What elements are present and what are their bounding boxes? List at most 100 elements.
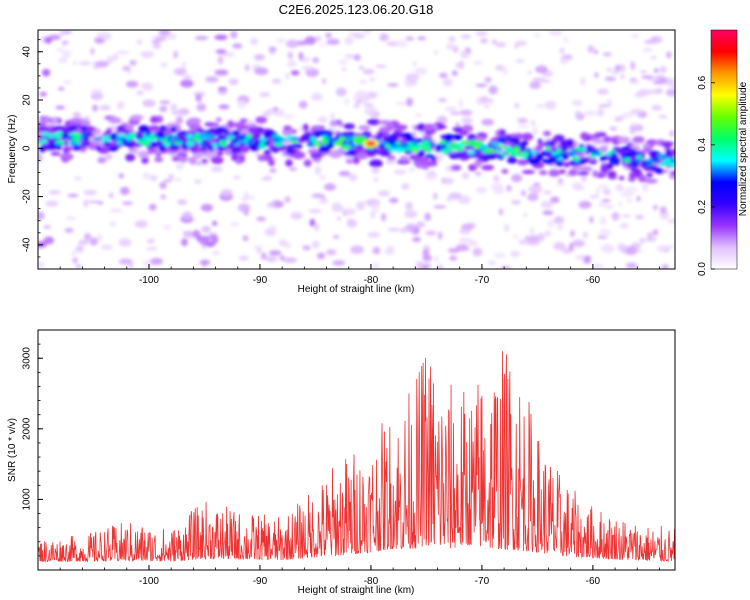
heatmap-cell [639,70,648,74]
heatmap-cell [506,185,512,192]
heatmap-cell [456,143,464,148]
heatmap-cell [264,142,270,147]
heatmap-cell [387,227,401,232]
heatmap-cell [95,145,102,151]
heatmap-cell [250,129,256,137]
heatmap-cell [43,236,55,245]
heatmap-x-axis: -100 -90 -80 -70 -60 [37,264,660,286]
heatmap-cell [173,141,183,145]
heatmap-cell [263,149,272,155]
heatmap-cell [273,107,279,112]
heatmap-cell [290,70,300,76]
heatmap-cell [62,49,72,59]
heatmap-cell [494,149,501,153]
heatmap-cell [498,155,504,160]
heatmap-cell [371,204,380,213]
heatmap-cell [415,144,423,149]
heatmap-cell [348,174,358,182]
heatmap-cell [501,168,509,174]
heatmap-cell [269,51,276,55]
heatmap-cell [160,194,167,200]
heatmap-cell [511,200,521,205]
heatmap-cell [449,255,458,261]
heatmap-cell [620,74,625,79]
colorbar-ticks: 0.0 0.2 0.4 0.6 [697,75,715,276]
colorbar-tick-label: 0.6 [697,75,708,89]
heatmap-cell [488,85,498,95]
heatmap-cell [353,54,361,61]
heatmap-cell [238,255,249,261]
heatmap-cell [318,43,329,47]
heatmap-cell [163,179,173,183]
heatmap-peak [368,141,374,146]
heatmap-cell [200,132,211,139]
heatmap-cell [637,88,652,96]
heatmap-cell [543,130,551,137]
heatmap-cell [379,33,389,42]
heatmap-cell [283,125,292,131]
heatmap-cell [145,130,152,137]
heatmap-cell [480,96,489,103]
heatmap-cell [300,135,308,141]
heatmap-cell [653,204,658,211]
heatmap-cell [630,61,636,71]
heatmap-cell [168,144,179,150]
heatmap-cell [657,153,666,160]
heatmap-cell [551,151,558,156]
heatmap-cell [500,153,508,157]
heatmap-cell [200,203,213,212]
heatmap-cell [589,195,599,199]
heatmap-cell [159,100,171,105]
heatmap-cell [406,97,413,107]
heatmap-cell [255,116,268,124]
heatmap-cell [97,156,107,164]
heatmap-cell [63,126,69,133]
heatmap-cell [497,136,508,144]
heatmap-cell [502,67,508,76]
heatmap-cell [322,135,327,139]
heatmap-cell [493,175,500,183]
heatmap-cell [230,222,240,227]
heatmap-cell [112,53,119,61]
heatmap-cell [303,159,312,167]
heatmap-cell [317,199,330,204]
heatmap-cell [217,55,224,65]
heatmap-cell [116,133,126,138]
heatmap-cell [355,152,368,160]
heatmap-cell [212,142,218,148]
heatmap-cell [343,123,356,130]
heatmap-cell [150,115,159,124]
heatmap-cell [307,149,321,154]
heatmap-cell [421,266,429,269]
heatmap-cell [630,167,639,172]
heatmap-cell [72,257,78,264]
heatmap-cell [467,150,475,155]
heatmap-cell [254,67,269,76]
heatmap-cell [84,233,92,241]
heatmap-cell [442,78,453,87]
heatmap-cell [435,148,442,152]
heatmap-cell [302,245,311,251]
heatmap-cell [298,52,304,61]
heatmap-cell [187,140,194,144]
heatmap-cell [375,64,387,68]
heatmap-cell [283,257,297,264]
heatmap-cell [237,134,247,140]
heatmap-cell [550,196,560,204]
heatmap-cell [311,240,320,249]
heatmap-cell [458,237,473,244]
x-tick-label: -90 [253,275,268,286]
heatmap-cell [571,156,579,160]
heatmap-cell [142,172,151,180]
heatmap-cell [62,146,70,154]
y-tick-label: -20 [22,189,33,204]
heatmap-cell [43,225,51,229]
heatmap-cell [137,150,150,159]
x-tick-label: -90 [253,576,268,587]
heatmap-cell [371,167,380,174]
heatmap-cell [166,33,177,40]
heatmap-cell [321,138,329,145]
heatmap-cell [508,155,516,161]
heatmap-cell [451,134,463,141]
heatmap-cell [636,249,643,253]
